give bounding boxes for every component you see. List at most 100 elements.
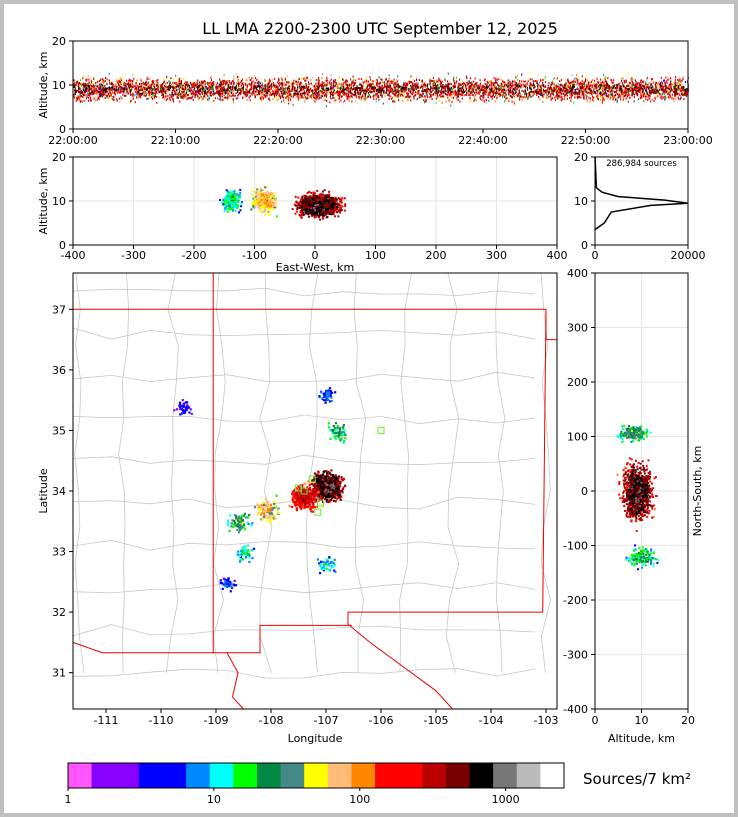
time-source-mark — [385, 85, 388, 88]
time-source-mark — [311, 90, 313, 92]
time-source-mark — [469, 85, 471, 88]
time-source-mark — [618, 87, 620, 90]
time-source-mark — [459, 83, 461, 86]
time-source-mark — [357, 91, 359, 94]
time-source-mark — [87, 82, 89, 85]
time-source-mark — [274, 86, 276, 89]
time-source-mark — [396, 89, 398, 92]
time-source-mark — [653, 100, 655, 102]
time-source-mark — [99, 90, 101, 93]
time-source-mark — [105, 87, 108, 90]
time-source-mark — [620, 86, 622, 89]
time-source-mark — [613, 95, 615, 98]
time-source-mark — [432, 85, 434, 87]
time-source-mark — [633, 100, 635, 103]
time-source-mark — [627, 72, 629, 75]
time-source-mark — [656, 95, 658, 98]
time-source-mark — [453, 87, 455, 89]
time-source-mark — [466, 90, 469, 93]
time-source-mark — [184, 82, 186, 85]
time-source-mark — [603, 82, 605, 85]
time-source-mark — [578, 84, 580, 87]
time-source-mark — [464, 82, 466, 85]
time-source-mark — [133, 77, 135, 80]
time-source-mark — [627, 100, 629, 103]
time-source-mark — [565, 82, 567, 85]
time-source-mark — [525, 84, 527, 87]
time-source-mark — [188, 88, 190, 91]
time-source-mark — [543, 93, 545, 96]
time-source-mark — [686, 89, 688, 92]
time-source-mark — [89, 95, 91, 98]
time-source-mark — [607, 90, 609, 92]
time-source-mark — [679, 78, 681, 81]
time-source-mark — [404, 86, 406, 89]
time-source-mark — [352, 85, 354, 88]
time-source-mark — [650, 86, 653, 89]
time-source-mark — [556, 77, 558, 80]
time-source-mark — [372, 87, 374, 90]
time-source-mark — [569, 86, 571, 89]
time-source-mark — [303, 85, 305, 88]
time-source-mark — [244, 93, 246, 96]
time-source-mark — [251, 88, 253, 91]
time-source-mark — [275, 91, 277, 94]
time-source-mark — [507, 79, 509, 82]
time-source-mark — [177, 84, 179, 87]
time-source-mark — [670, 77, 672, 80]
time-source-mark — [592, 97, 594, 100]
time-source-mark — [136, 96, 138, 99]
time-source-mark — [411, 81, 413, 84]
time-source-mark — [484, 83, 486, 85]
time-source-mark — [302, 96, 304, 99]
time-source-mark — [608, 85, 610, 87]
time-source-mark — [659, 92, 661, 95]
time-source-mark — [510, 91, 513, 94]
time-source-mark — [616, 93, 618, 96]
time-source-mark — [306, 76, 308, 79]
time-source-mark — [620, 91, 622, 94]
time-source-mark — [565, 88, 567, 91]
time-source-mark — [583, 83, 585, 86]
time-source-mark — [269, 93, 271, 96]
time-source-mark — [340, 90, 342, 93]
time-source-mark — [315, 85, 317, 88]
time-source-mark — [560, 88, 562, 91]
time-source-mark — [375, 98, 377, 101]
time-source-mark — [516, 74, 519, 77]
time-source-mark — [116, 89, 118, 92]
time-source-mark — [686, 88, 688, 91]
time-source-mark — [494, 91, 496, 94]
time-source-mark — [571, 89, 574, 91]
time-source-mark — [567, 91, 569, 94]
time-source-mark — [76, 89, 78, 92]
time-source-mark — [170, 99, 172, 102]
time-source-mark — [576, 95, 579, 98]
time-source-mark — [290, 89, 292, 92]
time-source-mark — [517, 85, 519, 88]
time-source-mark — [395, 81, 397, 84]
time-source-mark — [333, 79, 335, 82]
time-source-mark — [565, 85, 567, 88]
time-source-mark — [264, 78, 266, 81]
time-source-mark — [258, 78, 260, 81]
time-source-mark — [680, 88, 682, 91]
time-source-mark — [624, 79, 626, 82]
time-source-mark — [458, 90, 460, 92]
time-source-mark — [454, 94, 456, 97]
time-source-mark — [397, 95, 399, 98]
time-source-mark — [332, 96, 334, 99]
time-source-mark — [435, 90, 437, 93]
time-source-mark — [358, 87, 360, 89]
time-source-mark — [668, 92, 670, 95]
time-source-mark — [569, 84, 571, 87]
time-source-mark — [281, 87, 283, 90]
time-source-mark — [482, 92, 484, 95]
time-source-mark — [526, 86, 528, 89]
time-source-mark — [161, 91, 163, 94]
time-source-mark — [506, 84, 508, 87]
time-source-mark — [559, 91, 561, 94]
time-source-mark — [205, 87, 207, 90]
time-source-mark — [270, 84, 272, 87]
time-source-mark — [574, 88, 577, 91]
